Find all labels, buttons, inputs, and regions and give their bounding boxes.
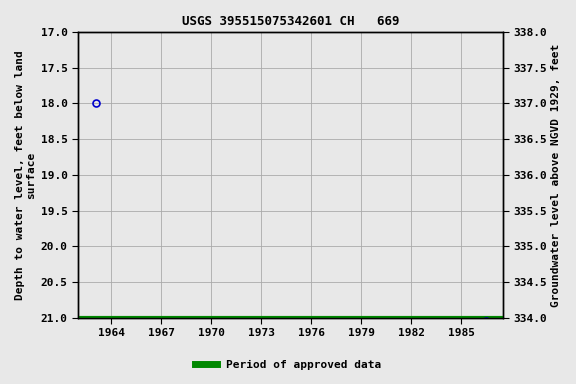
Y-axis label: Depth to water level, feet below land
surface: Depth to water level, feet below land su… — [15, 50, 37, 300]
Legend: Period of approved data: Period of approved data — [191, 356, 385, 375]
Y-axis label: Groundwater level above NGVD 1929, feet: Groundwater level above NGVD 1929, feet — [551, 43, 561, 306]
Title: USGS 395515075342601 CH   669: USGS 395515075342601 CH 669 — [181, 15, 399, 28]
